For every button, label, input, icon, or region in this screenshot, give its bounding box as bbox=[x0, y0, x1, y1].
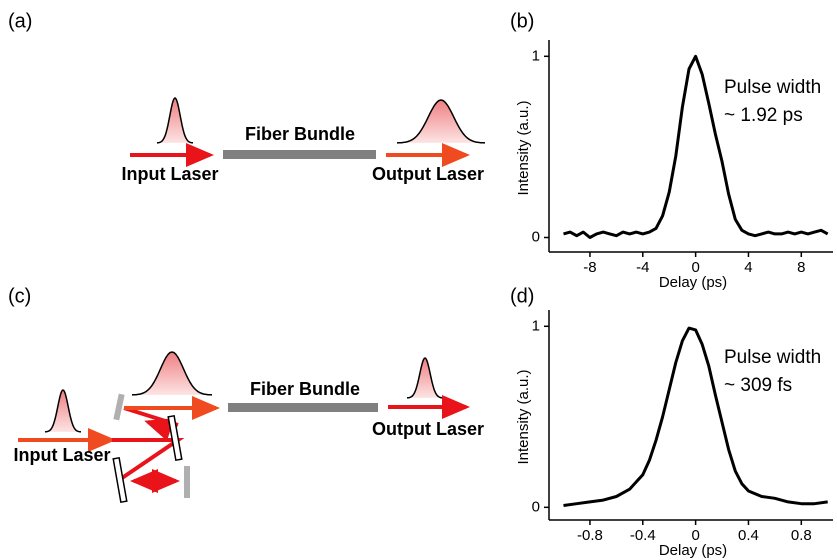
y-axis-label: Intensity (a.u.) bbox=[515, 100, 532, 195]
x-tick-label: -0.8 bbox=[577, 527, 603, 544]
pulse bbox=[396, 99, 486, 144]
annotation: ~ 1.92 ps bbox=[724, 105, 803, 126]
data-line bbox=[563, 54, 829, 239]
fiber-label: Fiber Bundle bbox=[250, 379, 360, 399]
x-tick-label: 0.4 bbox=[738, 527, 759, 544]
x-tick-label: 4 bbox=[744, 259, 752, 276]
fiber-bundle bbox=[223, 150, 376, 159]
pulse bbox=[44, 389, 82, 433]
panel-label: (a) bbox=[8, 10, 32, 32]
y-axis-label: Intensity (a.u.) bbox=[515, 369, 532, 464]
input-label: Input Laser bbox=[13, 445, 110, 465]
data-line bbox=[563, 326, 828, 507]
panel-label: (c) bbox=[8, 285, 31, 307]
panel-label: (d) bbox=[510, 285, 534, 307]
annotation: Pulse width bbox=[724, 77, 821, 98]
annotation: Pulse width bbox=[724, 347, 821, 368]
output-label: Output Laser bbox=[372, 164, 484, 184]
y-tick-label: 0 bbox=[532, 498, 540, 515]
pulse bbox=[131, 351, 213, 396]
x-tick-label: 0 bbox=[691, 259, 699, 276]
x-axis-label: Delay (ps) bbox=[659, 274, 727, 291]
pulses bbox=[44, 97, 486, 433]
x-tick-label: 8 bbox=[797, 259, 805, 276]
x-tick-label: -0.4 bbox=[630, 527, 656, 544]
annotation: ~ 309 fs bbox=[724, 375, 792, 396]
pulse bbox=[156, 97, 194, 144]
x-axis-label: Delay (ps) bbox=[659, 542, 727, 559]
output-label: Output Laser bbox=[372, 419, 484, 439]
panel-label: (b) bbox=[510, 10, 534, 32]
fiber-bundle bbox=[228, 403, 378, 412]
y-tick-label: 1 bbox=[532, 47, 540, 64]
mirror bbox=[113, 393, 125, 421]
pulse bbox=[406, 357, 444, 399]
y-tick-label: 1 bbox=[532, 317, 540, 334]
fiber-label: Fiber Bundle bbox=[245, 124, 355, 144]
x-tick-label: -4 bbox=[636, 259, 649, 276]
gratings bbox=[112, 414, 183, 504]
mirror bbox=[184, 466, 190, 498]
x-tick-label: 0 bbox=[691, 527, 699, 544]
x-tick-label: 0.8 bbox=[791, 527, 812, 544]
y-tick-label: 0 bbox=[532, 228, 540, 245]
input-label: Input Laser bbox=[121, 164, 218, 184]
x-tick-label: -8 bbox=[583, 259, 596, 276]
